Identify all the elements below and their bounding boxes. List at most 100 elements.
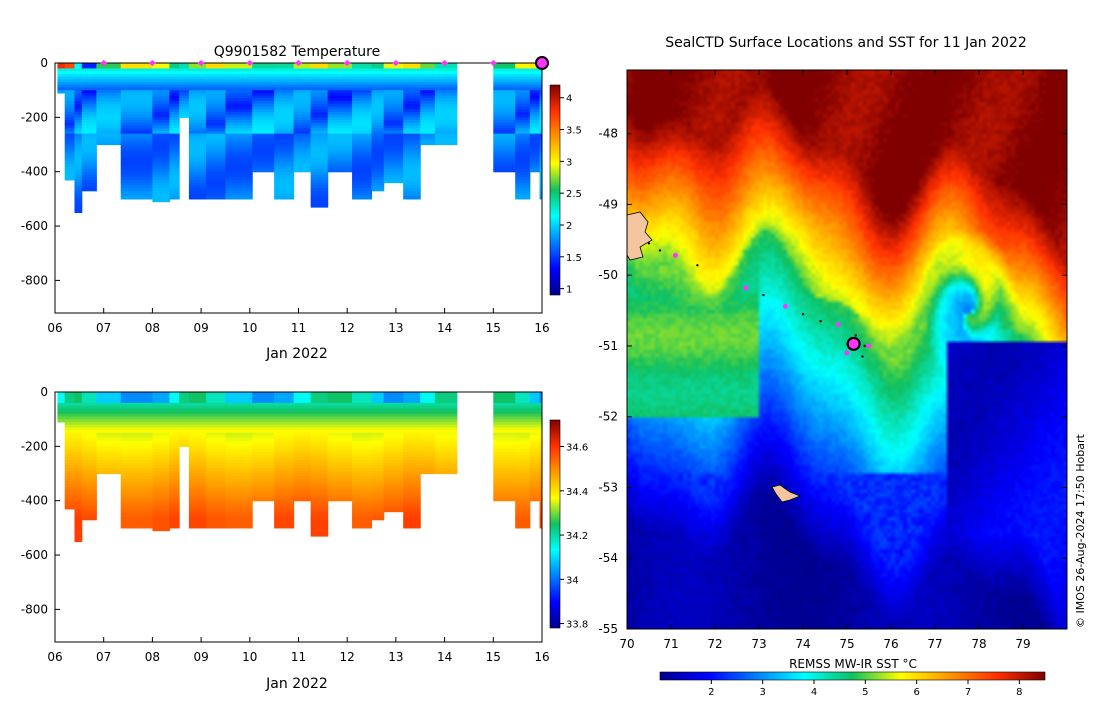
profile-cell — [293, 79, 312, 83]
profile-cell — [403, 402, 421, 407]
profile-cell — [274, 160, 295, 165]
profile-cell — [120, 160, 153, 165]
profile-cell — [169, 155, 180, 159]
profile-column — [310, 63, 329, 208]
profile-cell — [420, 101, 436, 105]
profile-cell — [434, 440, 458, 445]
profile-cell — [310, 427, 329, 431]
profile-cell — [539, 495, 542, 499]
profile-cell — [352, 158, 373, 162]
profile-cell — [515, 430, 531, 434]
profile-cell — [352, 487, 373, 491]
profile-cell — [188, 392, 207, 396]
profile-cell — [371, 130, 385, 135]
profile-cell — [434, 84, 458, 89]
profile-cell — [515, 487, 531, 491]
profile-cell — [434, 397, 458, 401]
profile-cell — [293, 63, 312, 67]
profile-cell — [420, 141, 436, 146]
profile-cell — [252, 427, 275, 431]
profile-cell — [188, 158, 207, 162]
profile-cell — [188, 465, 207, 469]
profile-cell — [383, 476, 404, 480]
profile-cell — [434, 122, 458, 127]
profile-cell — [64, 408, 75, 412]
profile-cell — [274, 95, 295, 99]
profile-cell — [188, 136, 207, 140]
profile-cell — [539, 130, 542, 135]
profile-cell — [120, 163, 153, 167]
profile-column — [205, 392, 226, 529]
profile-cell — [539, 106, 542, 110]
profile-cell — [371, 438, 385, 442]
profile-cell — [169, 427, 180, 431]
profile-cell — [74, 101, 83, 105]
profile-cell — [81, 188, 97, 192]
profile-cell — [310, 457, 329, 461]
profile-cell — [179, 416, 190, 420]
profile-cell — [493, 87, 516, 91]
profile-cell — [74, 133, 83, 137]
profile-cell — [96, 432, 122, 437]
profile-cell — [310, 489, 329, 494]
profile-cell — [434, 424, 458, 428]
profile-cell — [188, 98, 207, 102]
profile-cell — [274, 168, 295, 173]
x-tick-label: 16 — [534, 650, 549, 664]
profile-column — [539, 392, 542, 529]
profile-cell — [96, 468, 122, 472]
profile-cell — [188, 394, 207, 399]
profile-cell — [420, 90, 436, 94]
profile-cell — [205, 158, 226, 162]
map-x-tick-label: 72 — [707, 637, 722, 651]
profile-cell — [529, 492, 541, 496]
profile-cell — [152, 171, 170, 176]
profile-cell — [205, 508, 226, 513]
surface-marker — [489, 60, 497, 66]
profile-cell — [539, 522, 542, 526]
profile-column — [74, 63, 83, 214]
profile-cell — [169, 462, 180, 466]
profile-cell — [515, 98, 531, 102]
profile-cell — [327, 117, 353, 121]
profile-cell — [225, 136, 253, 140]
profile-cell — [74, 82, 83, 86]
profile-cell — [96, 421, 122, 426]
profile-cell — [383, 87, 404, 91]
profile-cell — [352, 117, 373, 121]
profile-cell — [74, 120, 83, 124]
profile-cell — [293, 478, 312, 483]
profile-cell — [188, 478, 207, 483]
profile-column — [327, 392, 353, 502]
profile-column — [327, 63, 353, 173]
profile-cell — [420, 427, 436, 431]
profile-cell — [152, 120, 170, 124]
profile-cell — [96, 402, 122, 407]
profile-cell — [310, 111, 329, 116]
profile-cell — [371, 166, 385, 170]
profile-cell — [352, 446, 373, 450]
profile-cell — [310, 130, 329, 135]
profile-cell — [120, 424, 153, 428]
profile-cell — [493, 400, 516, 404]
profile-cell — [371, 402, 385, 407]
profile-cell — [352, 478, 373, 483]
profile-cell — [371, 476, 385, 480]
profile-cell — [74, 446, 83, 450]
profile-cell — [225, 111, 253, 116]
profile-cell — [371, 160, 385, 165]
profile-cell — [57, 394, 66, 399]
profile-cell — [188, 79, 207, 83]
profile-cell — [327, 166, 353, 170]
profile-cell — [420, 82, 436, 86]
profile-cell — [515, 457, 531, 461]
y-tick-label: -200 — [21, 110, 48, 124]
profile-cell — [120, 411, 153, 415]
profile-cell — [120, 177, 153, 181]
profile-cell — [152, 525, 170, 529]
profile-cell — [327, 492, 353, 496]
profile-cell — [252, 166, 275, 170]
profile-cell — [403, 63, 421, 67]
profile-cell — [493, 397, 516, 401]
